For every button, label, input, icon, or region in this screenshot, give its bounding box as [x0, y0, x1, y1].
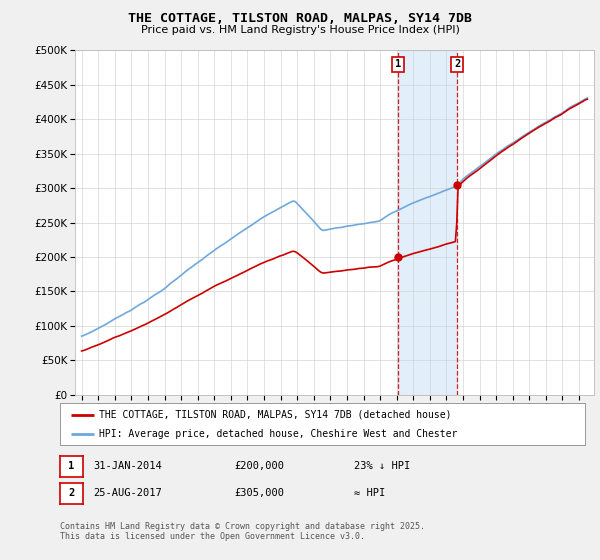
Text: 1: 1 — [68, 461, 74, 472]
Text: THE COTTAGE, TILSTON ROAD, MALPAS, SY14 7DB (detached house): THE COTTAGE, TILSTON ROAD, MALPAS, SY14 … — [100, 409, 452, 419]
Text: Contains HM Land Registry data © Crown copyright and database right 2025.
This d: Contains HM Land Registry data © Crown c… — [60, 522, 425, 542]
Text: ≈ HPI: ≈ HPI — [354, 488, 385, 498]
Text: 25-AUG-2017: 25-AUG-2017 — [93, 488, 162, 498]
Text: £200,000: £200,000 — [234, 461, 284, 472]
Text: HPI: Average price, detached house, Cheshire West and Chester: HPI: Average price, detached house, Ches… — [100, 429, 458, 439]
Text: Price paid vs. HM Land Registry's House Price Index (HPI): Price paid vs. HM Land Registry's House … — [140, 25, 460, 35]
Text: THE COTTAGE, TILSTON ROAD, MALPAS, SY14 7DB: THE COTTAGE, TILSTON ROAD, MALPAS, SY14 … — [128, 12, 472, 25]
Text: 1: 1 — [395, 59, 401, 69]
Text: 23% ↓ HPI: 23% ↓ HPI — [354, 461, 410, 472]
Text: 2: 2 — [68, 488, 74, 498]
Text: 31-JAN-2014: 31-JAN-2014 — [93, 461, 162, 472]
Bar — [398, 50, 457, 395]
Text: 2: 2 — [454, 59, 460, 69]
Text: £305,000: £305,000 — [234, 488, 284, 498]
